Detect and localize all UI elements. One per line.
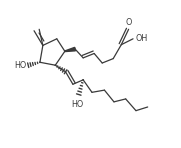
Polygon shape	[65, 47, 75, 52]
Text: HO: HO	[14, 61, 27, 70]
Text: O: O	[125, 18, 132, 27]
Text: HO: HO	[71, 100, 83, 109]
Text: OH: OH	[136, 34, 148, 43]
